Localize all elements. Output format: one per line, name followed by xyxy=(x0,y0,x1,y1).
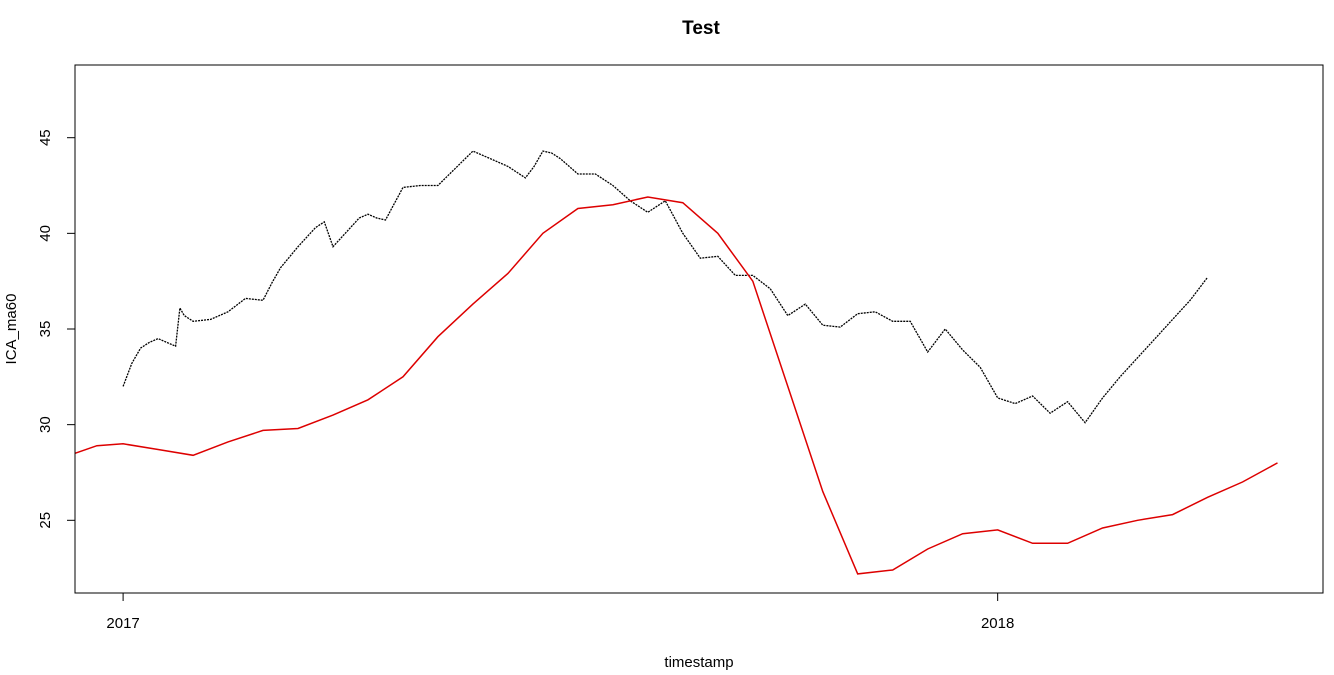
plot-area-frame xyxy=(74,64,1324,594)
x-axis: 2017 2018 xyxy=(106,593,1014,632)
y-axis-label: ICA_ma60 xyxy=(3,294,20,365)
chart-title: Test xyxy=(682,18,720,39)
y-axis: 25 30 35 40 45 xyxy=(37,129,76,529)
y-tick-label: 35 xyxy=(37,321,54,338)
y-tick-label: 25 xyxy=(37,512,54,529)
series-layer xyxy=(74,150,1278,575)
series-line-1 xyxy=(122,150,1209,424)
series-line-2 xyxy=(74,196,1278,575)
y-tick-label: 45 xyxy=(37,129,54,146)
x-tick-label: 2017 xyxy=(106,615,139,632)
y-tick-label: 40 xyxy=(37,225,54,242)
x-tick-label: 2018 xyxy=(981,615,1014,632)
x-axis-label: timestamp xyxy=(664,654,733,671)
y-tick-label: 30 xyxy=(37,416,54,433)
